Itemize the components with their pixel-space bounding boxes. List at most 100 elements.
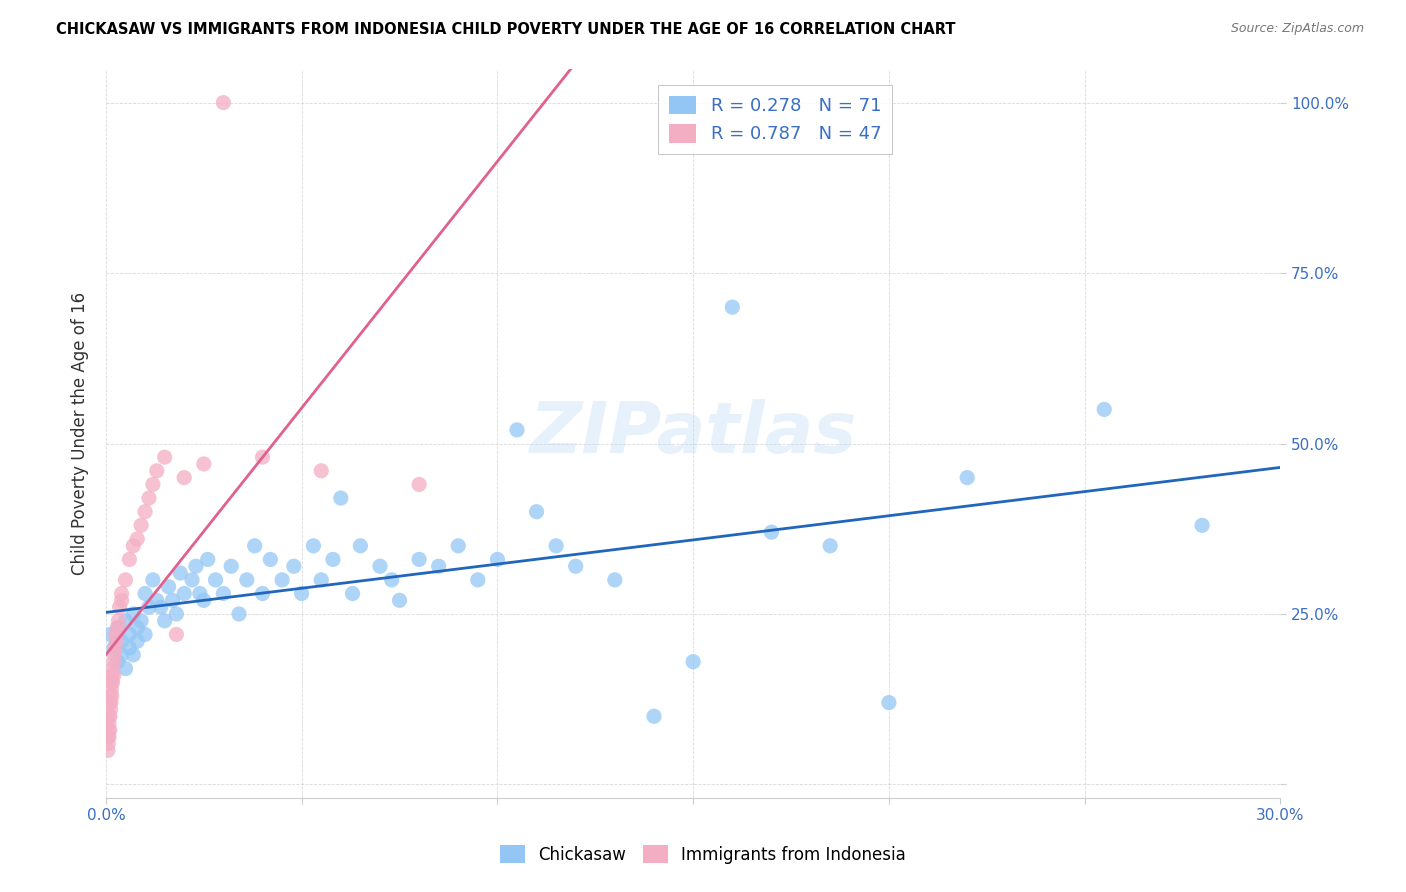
Point — [122, 648, 145, 662]
Point — [184, 559, 207, 574]
Point — [134, 586, 156, 600]
Point — [259, 552, 281, 566]
Point — [193, 593, 215, 607]
Point — [761, 525, 783, 540]
Point — [107, 614, 129, 628]
Point — [193, 457, 215, 471]
Point — [368, 559, 391, 574]
Point — [103, 655, 125, 669]
Point — [302, 539, 325, 553]
Point — [100, 681, 122, 696]
Point — [114, 573, 136, 587]
Point — [108, 600, 131, 615]
Point — [129, 614, 152, 628]
Point — [134, 627, 156, 641]
Point — [118, 552, 141, 566]
Point — [447, 539, 470, 553]
Point — [118, 641, 141, 656]
Point — [101, 689, 124, 703]
Point — [252, 450, 274, 465]
Point — [104, 627, 127, 641]
Text: Source: ZipAtlas.com: Source: ZipAtlas.com — [1230, 22, 1364, 36]
Point — [173, 470, 195, 484]
Point — [546, 539, 568, 553]
Point — [98, 730, 121, 744]
Point — [157, 580, 180, 594]
Point — [721, 300, 744, 314]
Point — [173, 586, 195, 600]
Point — [467, 573, 489, 587]
Point — [97, 743, 120, 757]
Point — [149, 600, 172, 615]
Point — [98, 723, 121, 737]
Point — [564, 559, 586, 574]
Point — [181, 573, 204, 587]
Point — [118, 627, 141, 641]
Point — [165, 627, 187, 641]
Point — [146, 593, 169, 607]
Point — [110, 648, 132, 662]
Point — [956, 470, 979, 484]
Point — [142, 573, 165, 587]
Point — [138, 491, 160, 505]
Point — [243, 539, 266, 553]
Point — [153, 614, 176, 628]
Point — [236, 573, 259, 587]
Point — [682, 655, 704, 669]
Point — [188, 586, 211, 600]
Point — [309, 573, 332, 587]
Point — [506, 423, 529, 437]
Point — [818, 539, 841, 553]
Point — [101, 675, 124, 690]
Point — [97, 723, 120, 737]
Point — [100, 702, 122, 716]
Point — [129, 518, 152, 533]
Legend: Chickasaw, Immigrants from Indonesia: Chickasaw, Immigrants from Indonesia — [494, 838, 912, 871]
Point — [197, 552, 219, 566]
Point — [101, 668, 124, 682]
Point — [342, 586, 364, 600]
Point — [110, 586, 132, 600]
Point — [146, 464, 169, 478]
Point — [100, 689, 122, 703]
Point — [219, 559, 242, 574]
Point — [98, 709, 121, 723]
Point — [381, 573, 404, 587]
Point — [100, 696, 122, 710]
Point — [105, 634, 128, 648]
Point — [110, 593, 132, 607]
Point — [486, 552, 509, 566]
Point — [127, 621, 149, 635]
Point — [103, 648, 125, 662]
Point — [98, 716, 121, 731]
Text: CHICKASAW VS IMMIGRANTS FROM INDONESIA CHILD POVERTY UNDER THE AGE OF 16 CORRELA: CHICKASAW VS IMMIGRANTS FROM INDONESIA C… — [56, 22, 956, 37]
Point — [349, 539, 371, 553]
Point — [110, 634, 132, 648]
Point — [97, 737, 120, 751]
Point — [322, 552, 344, 566]
Point — [114, 661, 136, 675]
Point — [153, 450, 176, 465]
Point — [107, 655, 129, 669]
Point — [271, 573, 294, 587]
Point — [103, 641, 125, 656]
Point — [329, 491, 352, 505]
Point — [101, 675, 124, 690]
Point — [212, 586, 235, 600]
Point — [104, 641, 127, 656]
Point — [122, 607, 145, 621]
Point — [603, 573, 626, 587]
Point — [204, 573, 226, 587]
Point — [388, 593, 411, 607]
Text: ZIPatlas: ZIPatlas — [530, 399, 856, 467]
Point — [97, 730, 120, 744]
Point — [643, 709, 665, 723]
Point — [408, 477, 430, 491]
Point — [1191, 518, 1213, 533]
Point — [98, 709, 121, 723]
Point — [162, 593, 184, 607]
Point — [103, 668, 125, 682]
Point — [291, 586, 314, 600]
Point — [877, 696, 900, 710]
Point — [408, 552, 430, 566]
